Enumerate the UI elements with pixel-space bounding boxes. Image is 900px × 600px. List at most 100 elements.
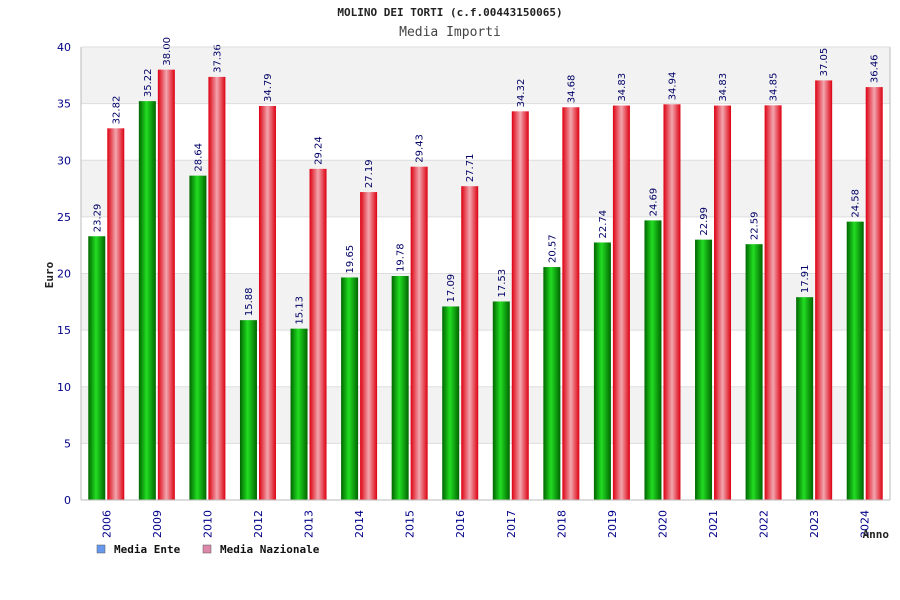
value-label: 34.94 bbox=[667, 72, 678, 101]
bar-media-ente bbox=[290, 328, 308, 500]
legend-swatch bbox=[96, 544, 106, 554]
bar-media-ente bbox=[341, 277, 359, 500]
value-label: 17.53 bbox=[497, 269, 508, 298]
x-tick-label: 2022 bbox=[758, 510, 771, 538]
bar-media-nazionale bbox=[157, 69, 175, 501]
x-tick-label: 2016 bbox=[454, 510, 467, 538]
value-label: 34.85 bbox=[769, 73, 780, 102]
x-tick-label: 2020 bbox=[656, 510, 669, 538]
value-label: 29.43 bbox=[415, 134, 426, 163]
value-label: 22.99 bbox=[699, 207, 710, 236]
bar-media-nazionale bbox=[461, 186, 479, 500]
bar-media-nazionale bbox=[410, 166, 428, 500]
x-tick-label: 2023 bbox=[808, 510, 821, 538]
y-tick-label: 15 bbox=[57, 324, 71, 337]
legend-label: Media Nazionale bbox=[220, 543, 320, 556]
y-tick-label: 40 bbox=[57, 41, 71, 54]
bar-media-nazionale bbox=[815, 80, 833, 500]
value-label: 19.65 bbox=[345, 245, 356, 274]
x-tick-label: 2018 bbox=[555, 510, 568, 538]
value-label: 34.83 bbox=[617, 73, 628, 102]
value-label: 27.71 bbox=[465, 154, 476, 183]
y-tick-label: 10 bbox=[57, 381, 71, 394]
value-label: 32.82 bbox=[111, 96, 122, 125]
bar-media-ente bbox=[442, 306, 460, 500]
x-tick-label: 2014 bbox=[353, 510, 366, 538]
value-label: 35.22 bbox=[143, 68, 154, 97]
bar-media-nazionale bbox=[764, 105, 782, 500]
bar-media-ente bbox=[88, 236, 106, 500]
y-tick-label: 25 bbox=[57, 211, 71, 224]
value-label: 34.79 bbox=[263, 73, 274, 102]
axes bbox=[80, 46, 891, 501]
value-label: 22.59 bbox=[750, 212, 761, 241]
value-label: 20.57 bbox=[547, 234, 558, 263]
bar-media-nazionale bbox=[663, 104, 681, 500]
y-tick-label: 0 bbox=[64, 494, 71, 507]
bar-media-ente bbox=[796, 297, 814, 500]
x-tick-label: 2009 bbox=[151, 510, 164, 538]
bar-media-nazionale bbox=[258, 106, 276, 501]
x-tick-label: 2010 bbox=[201, 510, 214, 538]
x-tick-label: 2012 bbox=[252, 510, 265, 538]
value-label: 37.36 bbox=[212, 44, 223, 73]
legend: Media Ente Media Nazionale bbox=[96, 543, 320, 556]
bar-media-nazionale bbox=[309, 168, 327, 500]
y-tick-label: 20 bbox=[57, 268, 71, 281]
bar-media-ente bbox=[239, 320, 257, 500]
chart-subtitle: Media Importi bbox=[399, 25, 501, 40]
x-tick-label: 2013 bbox=[303, 510, 316, 538]
value-label: 24.58 bbox=[851, 189, 862, 218]
value-label: 22.74 bbox=[598, 210, 609, 239]
value-label: 17.09 bbox=[446, 274, 457, 303]
value-label: 37.05 bbox=[819, 48, 830, 77]
x-tick-label: 2024 bbox=[859, 510, 872, 538]
value-labels: 23.29 32.82 35.22 38.00 28.64 37.36 15.88 34.79… bbox=[92, 37, 880, 325]
bar-media-nazionale bbox=[107, 128, 125, 500]
bar-media-nazionale bbox=[208, 76, 226, 500]
bar-media-ente bbox=[138, 101, 156, 501]
value-label: 34.32 bbox=[516, 79, 527, 108]
bar-media-nazionale bbox=[714, 105, 732, 501]
bar-media-nazionale bbox=[612, 105, 630, 501]
x-axis-label: Anno bbox=[863, 528, 890, 541]
bar-media-ente bbox=[644, 220, 662, 501]
y-tick-label: 5 bbox=[64, 437, 71, 450]
bar-media-ente bbox=[492, 301, 510, 500]
bar-media-ente bbox=[846, 221, 864, 500]
bar-media-ente bbox=[543, 267, 561, 500]
bar-media-nazionale bbox=[562, 107, 580, 501]
value-label: 29.24 bbox=[314, 136, 325, 165]
value-label: 15.88 bbox=[244, 288, 255, 317]
chart-title: MOLINO DEI TORTI (c.f.00443150065) bbox=[337, 6, 563, 19]
x-tick-label: 2021 bbox=[707, 510, 720, 538]
value-label: 34.68 bbox=[566, 75, 577, 104]
value-label: 23.29 bbox=[92, 204, 103, 233]
bar-media-nazionale bbox=[511, 111, 529, 501]
value-label: 19.78 bbox=[396, 243, 407, 272]
legend-label: Media Ente bbox=[114, 543, 181, 556]
y-tick-label: 30 bbox=[57, 154, 71, 167]
x-tick-label: 2019 bbox=[606, 510, 619, 538]
bar-media-ente bbox=[695, 239, 713, 500]
bar-media-nazionale bbox=[360, 192, 378, 501]
value-label: 28.64 bbox=[193, 143, 204, 172]
x-tick-label: 2015 bbox=[404, 510, 417, 538]
value-label: 36.46 bbox=[870, 54, 881, 83]
value-label: 38.00 bbox=[162, 37, 173, 66]
value-label: 17.91 bbox=[800, 265, 811, 294]
bar-media-ente bbox=[593, 242, 611, 501]
y-tick-label: 35 bbox=[57, 98, 71, 111]
x-tick-label: 2006 bbox=[100, 510, 113, 538]
bar-media-nazionale bbox=[865, 87, 883, 500]
bar-media-ente bbox=[391, 275, 409, 500]
x-tick-label: 2017 bbox=[505, 510, 518, 538]
y-axis-label: Euro bbox=[43, 261, 56, 288]
bar-media-ente bbox=[189, 175, 207, 501]
x-tick-labels: 2006 2009 2010 2012 2013 2014 2015 2016 2017 2018… bbox=[100, 510, 871, 538]
y-tick-labels: 0 5 10 15 20 25 30 35 40 bbox=[57, 41, 71, 507]
value-label: 15.13 bbox=[295, 296, 306, 325]
bars bbox=[88, 69, 883, 501]
value-label: 24.69 bbox=[648, 188, 659, 217]
value-label: 34.83 bbox=[718, 73, 729, 102]
